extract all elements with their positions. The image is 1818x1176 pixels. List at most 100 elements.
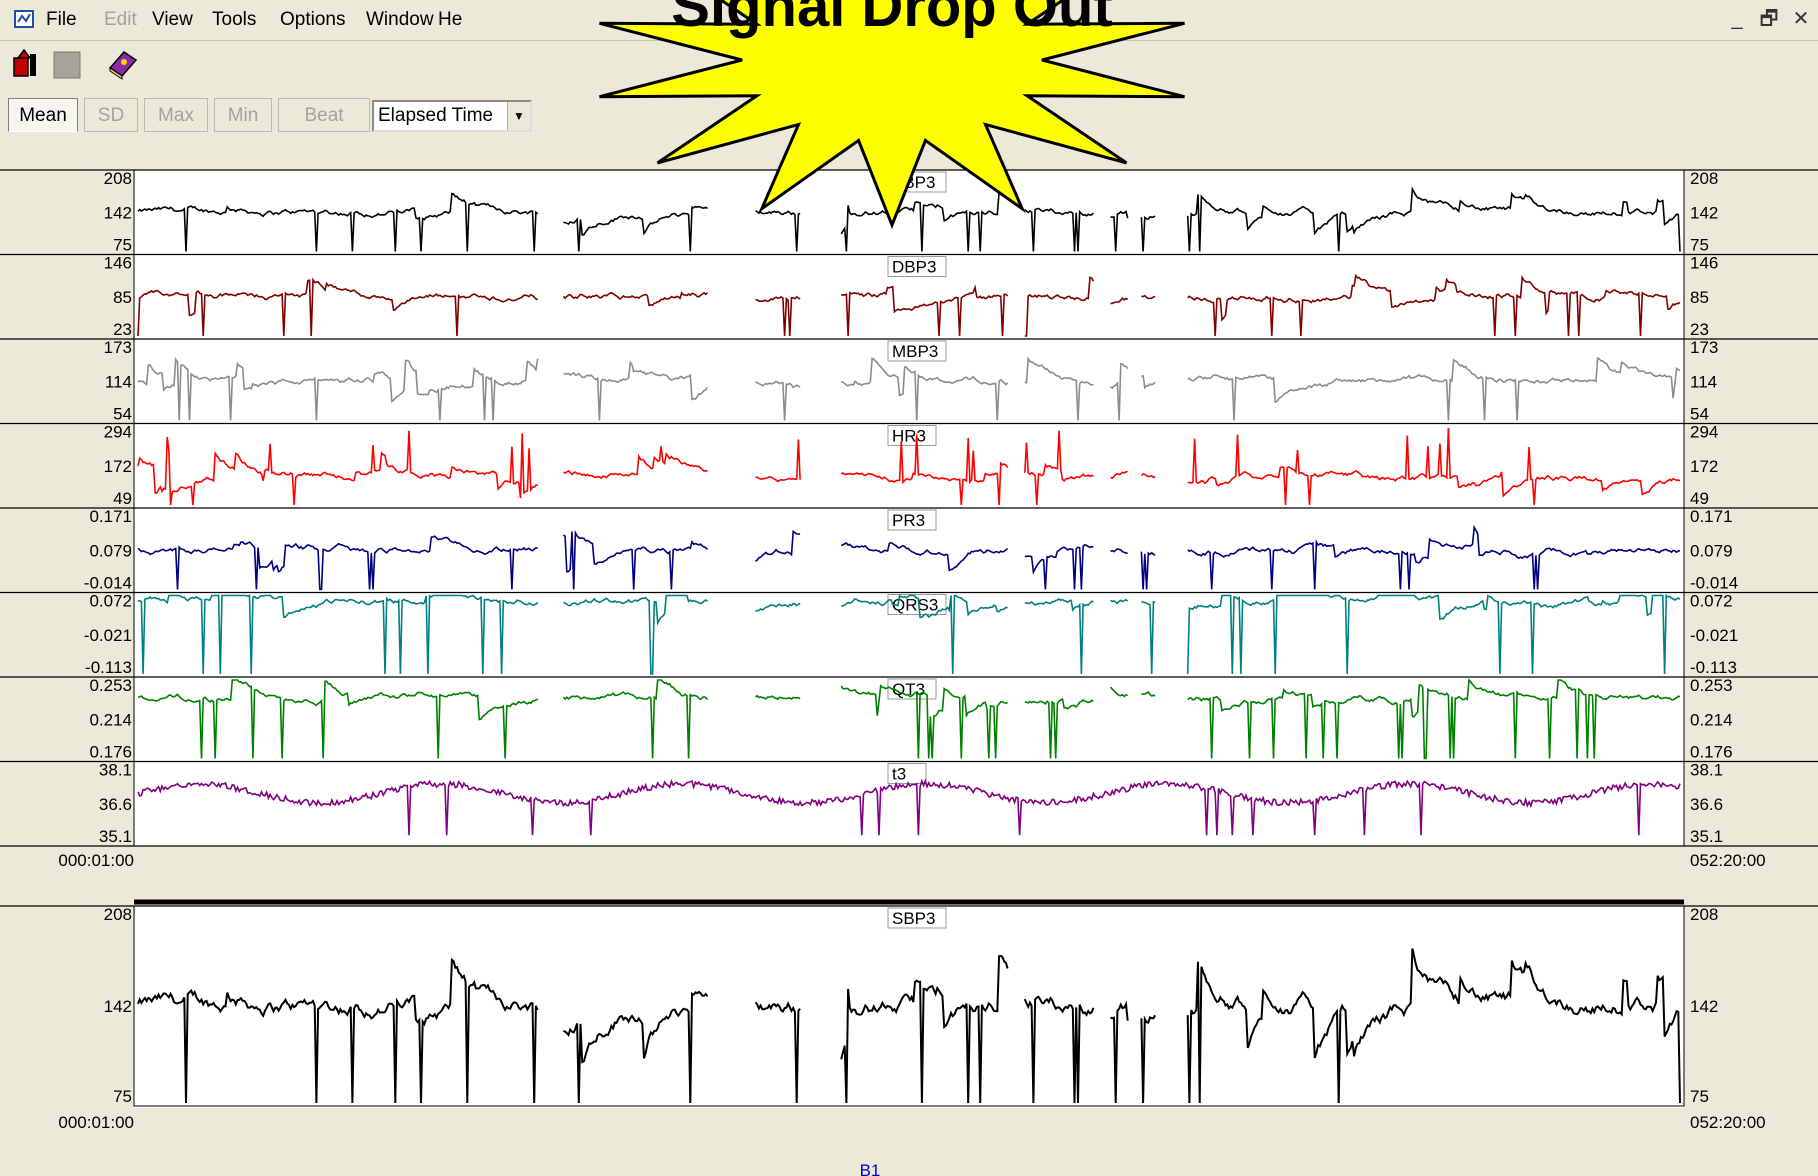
book-icon[interactable] (104, 46, 140, 82)
strip-hr3-tick-right: 49 (1690, 489, 1709, 508)
strip-qrs3-tick-right: 0.072 (1690, 592, 1733, 611)
strip-dbp3-label-box (887, 256, 947, 277)
strip-dbp3-tick-right: 23 (1690, 320, 1709, 339)
strip-pr3-tick-right: 0.079 (1690, 541, 1733, 560)
detail-tick-left: 75 (113, 1087, 132, 1106)
chevron-down-icon[interactable]: ▼ (507, 102, 530, 130)
menu-edit[interactable]: Edit (104, 9, 137, 30)
strip-sbp3-tick-right: 75 (1690, 236, 1709, 255)
detail-tick-right: 75 (1690, 1087, 1709, 1106)
record-icon[interactable] (10, 46, 46, 82)
tab-beat[interactable]: Beat (278, 98, 370, 132)
strip-sbp3-tick-left: 75 (113, 236, 132, 255)
menu-options[interactable]: Options (280, 9, 346, 30)
strip-qrs3-tick-right: -0.021 (1690, 626, 1738, 645)
x-axis-select[interactable]: Elapsed Time ▼ (372, 100, 532, 132)
strip-qrs3-name-label: QRS3 (892, 596, 938, 615)
strip-sbp3-series-line (137, 186, 1681, 252)
strip-dbp3-name-label: DBP3 (892, 258, 936, 277)
restore-button[interactable]: 🗗 (1759, 8, 1779, 30)
detail-series-line (137, 948, 1681, 1104)
strip-t3-tick-left: 36.6 (99, 795, 132, 814)
stop-icon[interactable] (50, 46, 86, 82)
strip-hr3-series-line (137, 427, 1681, 506)
strip-qrs3-tick-left: -0.021 (84, 626, 132, 645)
detail-time-end-label: 052:20:00 (1690, 1113, 1766, 1132)
app-icon[interactable] (14, 10, 34, 28)
strip-mbp3-series-line (137, 356, 1681, 421)
strip-hr3-tick-right: 172 (1690, 457, 1718, 476)
strip-mbp3-name-label: MBP3 (892, 342, 938, 361)
toolbar (0, 42, 1818, 88)
signal-dropout-callout: Signal Drop Out (599, 0, 1185, 230)
strip-hr3-name-label: HR3 (892, 427, 926, 446)
strip-qt3-tick-left: 0.176 (89, 743, 132, 762)
strip-qt3-tick-left: 0.214 (89, 710, 132, 729)
detail-name-label: SBP3 (892, 909, 935, 928)
tab-sd[interactable]: SD (84, 98, 138, 132)
strip-pr3-label-box (887, 509, 937, 531)
strip-hr3-label-box (887, 425, 937, 446)
strip-pr3-tick-left: -0.014 (84, 574, 132, 593)
strip-mbp3-tick-right: 54 (1690, 405, 1709, 424)
strip-pr3-name-label: PR3 (892, 511, 925, 530)
strip-pr3-tick-left: 0.171 (89, 507, 132, 526)
minimize-button[interactable]: _ (1731, 8, 1743, 30)
strip-hr3-tick-left: 172 (104, 457, 132, 476)
strip-qt3-tick-right: 0.176 (1690, 743, 1733, 762)
strip-qrs3-tick-right: -0.113 (1690, 658, 1737, 677)
strip-qrs3-series-line (137, 593, 1681, 675)
strip-t3-label-box (887, 763, 927, 784)
tab-max[interactable]: Max (144, 98, 208, 132)
strip-sbp3-tick-right: 208 (1690, 169, 1718, 188)
strip-mbp3-tick-left: 54 (113, 405, 132, 424)
strip-t3-tick-left: 35.1 (99, 827, 132, 846)
strip-mbp3-tick-right: 114 (1690, 372, 1717, 391)
strip-qrs3-tick-left: 0.072 (89, 592, 132, 611)
menu-view[interactable]: View (152, 9, 193, 30)
starburst-shape (599, 0, 1185, 230)
detail-frame (133, 905, 1685, 1107)
strip-mbp3-tick-right: 173 (1690, 338, 1718, 357)
strip-sbp3-tick-left: 208 (104, 169, 132, 188)
tab-min[interactable]: Min (214, 98, 272, 132)
menu-tools[interactable]: Tools (212, 9, 257, 30)
strip-dbp3-tick-left: 85 (113, 288, 132, 307)
close-button[interactable]: ✕ (1792, 8, 1810, 30)
strip-hr3-tick-right: 294 (1690, 423, 1718, 442)
strip-dbp3-tick-right: 146 (1690, 254, 1718, 273)
strip-qt3-label-box (887, 678, 937, 700)
strip-dbp3-tick-right: 85 (1690, 288, 1709, 307)
strip-mbp3-tick-left: 114 (105, 372, 132, 391)
detail-tick-left: 208 (104, 905, 132, 924)
menu-window[interactable]: Window (366, 9, 434, 30)
strip-t3-name-label: t3 (892, 765, 906, 784)
x-axis-select-value: Elapsed Time (378, 105, 494, 126)
strip-t3-tick-right: 35.1 (1690, 827, 1723, 846)
time-end-label: 052:20:00 (1690, 851, 1766, 870)
strip-mbp3-tick-left: 173 (104, 338, 132, 357)
detail-tick-left: 142 (104, 997, 132, 1016)
strip-t3-series-line (137, 778, 1681, 836)
time-start-label: 000:01:00 (58, 851, 134, 870)
strip-qrs3-label-box (887, 594, 947, 615)
tab-mean[interactable]: Mean (8, 98, 78, 132)
detail-time-start-label: 000:01:00 (58, 1113, 134, 1132)
strip-pr3-tick-right: 0.171 (1690, 507, 1733, 526)
strip-sbp3-tick-right: 142 (1690, 203, 1718, 222)
strip-qt3-tick-left: 0.253 (89, 676, 132, 695)
strip-qrs3-tick-left: -0.113 (85, 658, 132, 677)
callout-text: Signal Drop Out (671, 0, 1112, 39)
strip-qt3-tick-right: 0.253 (1690, 676, 1733, 695)
menu-help[interactable]: He (438, 9, 463, 30)
strip-mbp3-label-box (887, 340, 947, 362)
strip-pr3-tick-left: 0.079 (89, 541, 132, 560)
menu-file[interactable]: File (46, 9, 77, 30)
strip-pr3-tick-right: -0.014 (1690, 574, 1738, 593)
detail-area-background (134, 906, 1684, 1108)
footer-label: B1 (860, 1161, 881, 1176)
strip-qt3-series-line (137, 678, 1681, 760)
detail-tick-right: 208 (1690, 905, 1718, 924)
detail-tick-right: 142 (1690, 997, 1718, 1016)
